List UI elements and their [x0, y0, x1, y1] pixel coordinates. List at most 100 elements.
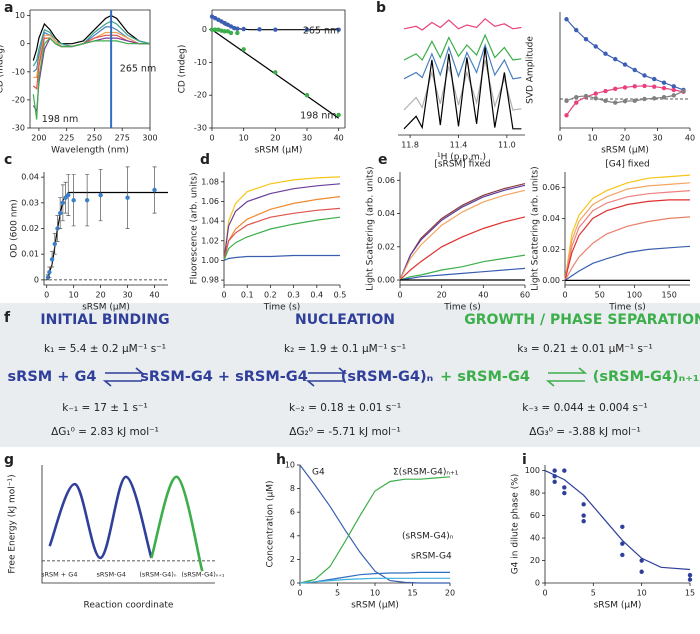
y-tick-label: 0.04	[542, 214, 560, 223]
chart-title: [G4] fixed	[605, 160, 650, 170]
data-point	[209, 27, 215, 32]
data-point	[152, 187, 157, 193]
series-line	[399, 254, 526, 281]
data-point	[581, 502, 586, 507]
data-point	[98, 192, 103, 198]
data-point	[552, 474, 557, 479]
data-point	[593, 91, 598, 96]
data-point	[603, 51, 608, 56]
y-tick-label: 10	[285, 461, 295, 470]
y-tick-label: 1.04	[201, 217, 219, 226]
x-tick-label: 5	[591, 589, 596, 598]
data-point	[583, 36, 589, 42]
x-tick-label: 20	[620, 134, 630, 143]
y-tick-label: 0.02	[377, 242, 395, 251]
x-tick-label: 11.8	[401, 141, 419, 150]
x-tick-label: 40	[149, 291, 159, 300]
x-tick-label: 20	[445, 589, 455, 598]
data-point	[336, 112, 341, 118]
panel-letter: d	[200, 152, 210, 168]
category-label: sRSM-G4	[96, 571, 125, 579]
reverse-rate: k₋₂ = 0.18 ± 0.01 s⁻¹	[289, 402, 401, 414]
y-axis-label: OD (600 nm)	[10, 199, 20, 257]
category-label: sRSM + G4	[41, 571, 77, 579]
x-tick-label: 10	[637, 589, 647, 598]
data-point	[593, 44, 598, 49]
data-point	[49, 257, 55, 262]
y-axis-label: G4 in dilute phase (%)	[511, 474, 521, 575]
x-axis-label: Reaction coordinate	[84, 601, 174, 611]
data-point	[687, 572, 693, 578]
series-line	[299, 464, 450, 584]
axis-frame	[30, 9, 151, 128]
x-tick-label: 0	[221, 291, 226, 300]
x-axis-label: Wavelength (nm)	[51, 146, 129, 156]
annotation: 198 nm	[300, 111, 336, 122]
data-point	[687, 577, 693, 582]
y-tick-label: -20	[12, 95, 25, 104]
axis	[43, 172, 168, 286]
data-point	[564, 113, 569, 118]
x-tick-label: 0	[209, 134, 214, 143]
data-point	[304, 27, 310, 32]
series-line	[399, 267, 526, 281]
series-line	[223, 183, 341, 261]
y-axis-label: SVD Amplitude	[526, 36, 536, 104]
data-point	[66, 192, 71, 198]
x-tick-label: 50	[595, 291, 605, 300]
axis	[299, 465, 450, 584]
series-line	[399, 189, 526, 281]
x-tick-label: 40	[685, 134, 695, 143]
data-point	[552, 468, 557, 473]
data-point	[212, 27, 218, 32]
series-line	[564, 216, 691, 281]
x-axis-label: sRSM (µM)	[351, 601, 399, 611]
free-energy-change: ΔG₃⁰ = -3.88 kJ mol⁻¹	[529, 426, 641, 438]
y-axis-label: CD (mdeg)	[178, 45, 188, 94]
species: sRSM + G4	[8, 369, 97, 385]
series-label: G4	[312, 468, 325, 478]
x-tick-label: 40	[334, 134, 344, 143]
y-tick-label: -10	[194, 58, 207, 67]
x-tick-label: 275	[115, 134, 130, 143]
data-point	[632, 84, 637, 89]
data-point	[639, 558, 644, 563]
x-axis-label: sRSM (µM)	[255, 146, 303, 156]
x-tick-label: 0.4	[310, 291, 323, 300]
y-tick-label: 0	[290, 579, 295, 588]
axis-frame	[212, 9, 346, 128]
data-point	[681, 88, 686, 94]
series-line	[32, 14, 151, 61]
stage-header: INITIAL BINDING	[40, 312, 169, 328]
y-tick-label: 0.98	[201, 276, 219, 285]
series-line	[399, 184, 526, 281]
y-tick-label: 4	[290, 531, 295, 540]
free-energy-change: ΔG₂⁰ = -5.71 kJ mol⁻¹	[289, 426, 401, 438]
data-point	[241, 26, 246, 32]
y-tick-label: 0	[34, 275, 39, 284]
data-point	[222, 29, 227, 34]
category-label: (sRSM-G4)ₙ₊₁	[181, 571, 224, 579]
data-point	[632, 98, 637, 104]
y-tick-label: -30	[194, 124, 207, 133]
x-tick-label: 10	[239, 134, 249, 143]
series-line	[564, 199, 690, 281]
forward-rate: k₁ = 5.4 ± 0.2 µM⁻¹ s⁻¹	[44, 343, 166, 355]
stage-header: NUCLEATION	[295, 312, 395, 328]
axis	[559, 12, 690, 129]
y-tick-label: 0.02	[21, 224, 39, 233]
data-point	[620, 524, 625, 530]
axis	[399, 172, 525, 286]
data-point	[603, 88, 608, 94]
y-tick-label: 0	[202, 25, 207, 34]
y-tick-label: 1.02	[201, 236, 219, 245]
x-tick-label: 225	[59, 134, 74, 143]
data-point	[603, 98, 608, 104]
data-point	[228, 30, 234, 36]
series-line	[403, 17, 522, 31]
data-point	[581, 513, 586, 518]
data-point	[642, 83, 647, 89]
series-label: sRSM-G4	[411, 551, 452, 561]
data-point	[620, 552, 625, 558]
forward-rate: k₂ = 1.9 ± 0.1 µM⁻¹ s⁻¹	[284, 343, 406, 355]
